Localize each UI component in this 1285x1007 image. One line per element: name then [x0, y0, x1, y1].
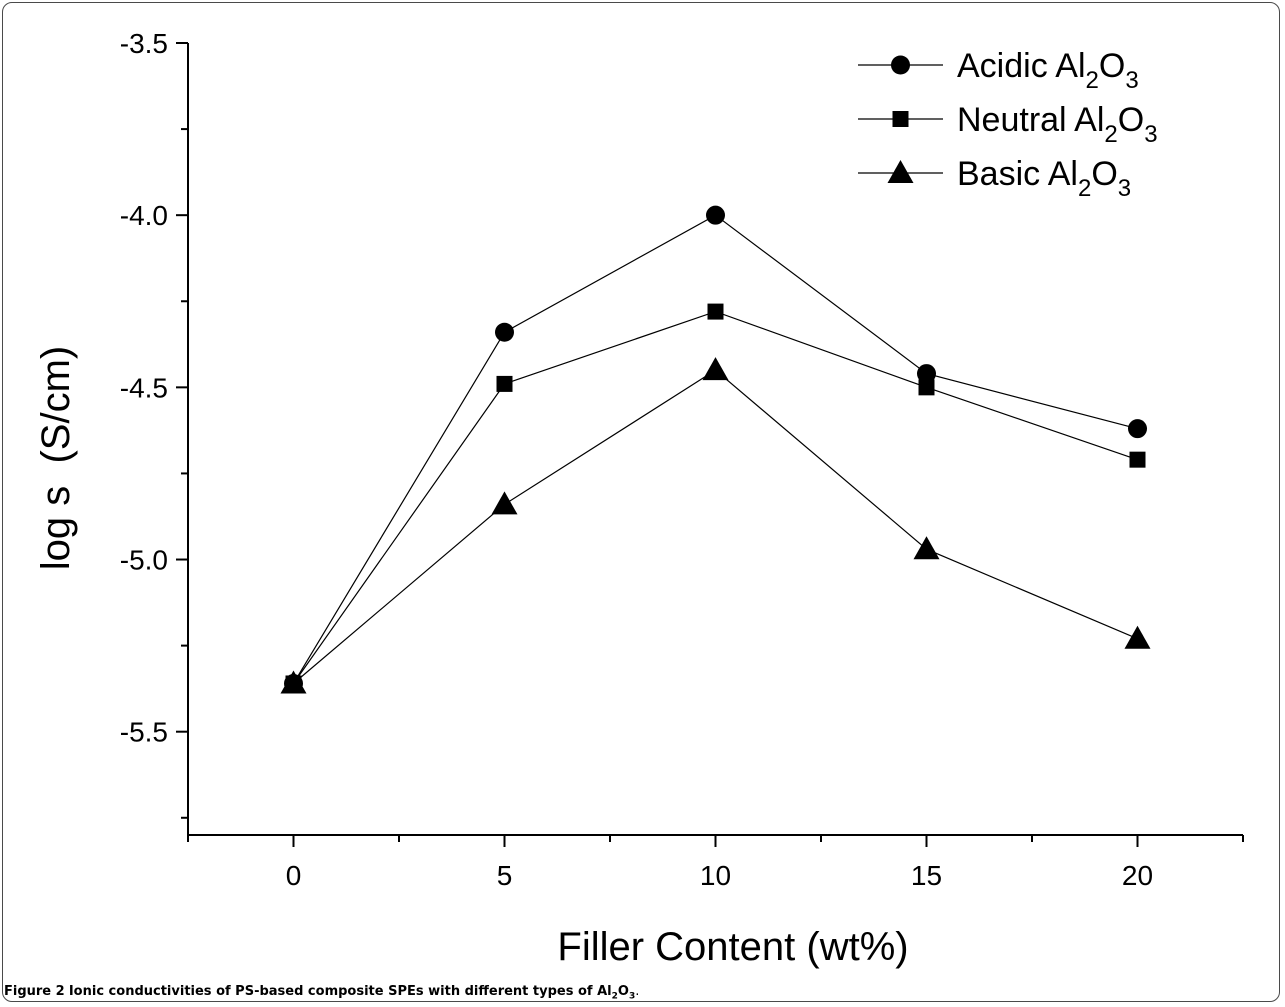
legend-label-part: 2 — [1104, 121, 1117, 148]
legend-marker-square — [892, 111, 909, 127]
series-lines — [292, 214, 1138, 684]
legend-marker-circle — [891, 55, 910, 75]
data-point-circle — [1128, 419, 1147, 439]
x-tick-label: 15 — [911, 860, 942, 891]
data-point-circle — [495, 322, 514, 342]
x-axis-label: Filler Content (wt%) — [557, 925, 908, 969]
data-point-triangle — [913, 536, 940, 560]
legend-label-part: Basic Al — [957, 155, 1078, 193]
y-tick-label: -3.5 — [120, 28, 168, 59]
data-point-triangle — [1124, 625, 1151, 649]
legend-label-part: O — [1091, 155, 1117, 193]
data-point-square — [707, 303, 724, 320]
caption-sub-1: 2 — [611, 991, 618, 1002]
y-tick-label: -5.5 — [120, 717, 168, 748]
caption-label: Figure 2 — [4, 984, 65, 999]
legend-label-part: 3 — [1125, 67, 1138, 94]
data-point-triangle — [491, 491, 518, 515]
x-tick-label: 20 — [1122, 860, 1153, 891]
legend-label-part: 3 — [1144, 121, 1157, 148]
caption-chem-o: O — [617, 984, 629, 999]
caption-text: Ionic conductivities of PS-based composi… — [68, 984, 612, 999]
legend-label-part: Neutral Al — [957, 101, 1104, 139]
legend-label: Neutral Al2O3 — [957, 101, 1158, 148]
data-point-square — [918, 379, 935, 396]
x-tick-label: 0 — [286, 860, 302, 891]
x-tick-label: 10 — [700, 860, 731, 891]
y-tick-label: -4.0 — [120, 200, 168, 231]
caption-sub-2: 3 — [628, 991, 636, 1002]
legend-label-part: O — [1099, 47, 1125, 85]
legend-label-part: 2 — [1078, 175, 1091, 202]
series-line-circle — [292, 214, 1138, 684]
data-point-square — [496, 375, 513, 392]
data-point-circle — [706, 205, 725, 225]
data-point-triangle — [280, 670, 307, 694]
data-point-triangle — [702, 357, 729, 381]
legend-label-part: O — [1118, 101, 1144, 139]
legend-marker-triangle — [887, 160, 914, 183]
series-markers — [280, 205, 1151, 694]
y-tick-label: -4.5 — [120, 372, 168, 403]
series-line-triangle — [293, 369, 1138, 684]
data-point-circle — [917, 364, 936, 384]
legend-label: Basic Al2O3 — [957, 155, 1131, 202]
legend-label-part: Acidic Al — [957, 47, 1086, 85]
chart-axes: -3.5 -4.0 -4.5 -5.0 -5.5 0 5 10 15 20 — [120, 28, 1244, 891]
data-point-square — [1129, 451, 1146, 468]
caption-end: . — [635, 984, 640, 999]
y-axis-label: log s (S/cm) — [34, 346, 78, 570]
x-tick-label: 5 — [497, 860, 513, 891]
legend-label: Acidic Al2O3 — [957, 47, 1139, 94]
legend-label-part: 2 — [1086, 67, 1099, 94]
line-chart: -3.5-4.0-4.5-5.0-5.50 5 10 15 20 Acidic Al2O… — [34, 28, 1244, 969]
figure-caption: Figure 2 Ionic conductivities of PS-base… — [4, 984, 639, 1002]
y-tick-label: -5.0 — [120, 545, 168, 576]
legend-label-part: 3 — [1118, 175, 1131, 202]
